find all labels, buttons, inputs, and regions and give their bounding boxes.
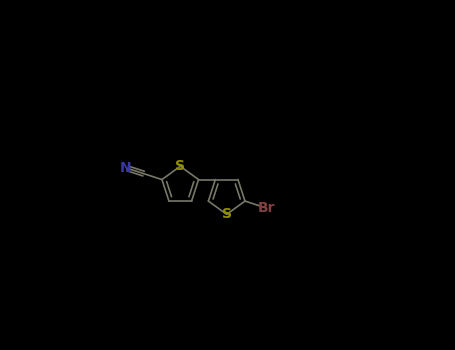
Text: Br: Br bbox=[258, 201, 275, 215]
Text: N: N bbox=[120, 161, 132, 175]
Text: S: S bbox=[222, 207, 232, 222]
Text: S: S bbox=[175, 159, 185, 173]
